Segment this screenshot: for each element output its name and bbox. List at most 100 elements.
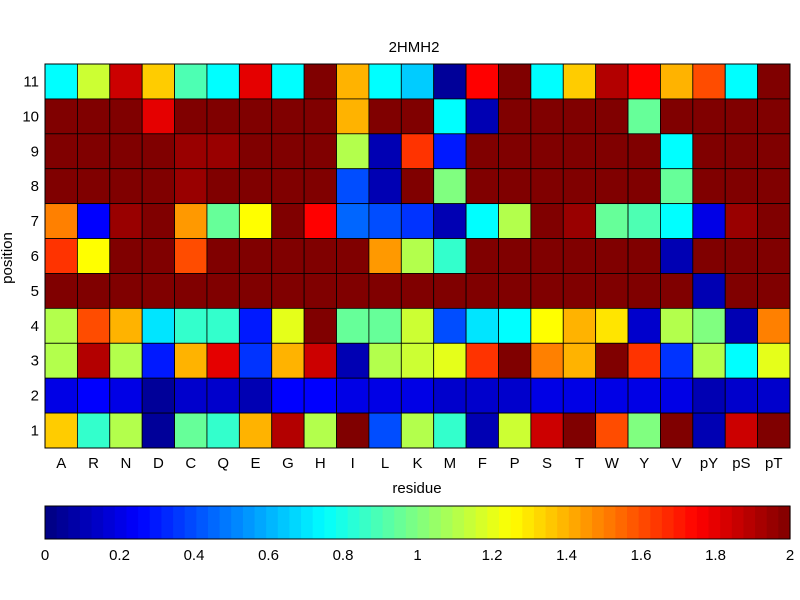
heatmap-cell [498,63,532,100]
heatmap-cell [465,168,499,205]
colorbar-segment [161,506,174,539]
heatmap-cell [206,168,240,205]
heatmap-cell [336,133,370,170]
heatmap-cell [433,168,467,205]
heatmap-cell [368,342,402,379]
heatmap-cell [400,133,435,170]
colorbar-segment [394,506,407,539]
heatmap-cell [271,412,305,449]
colorbar-segment [720,506,733,539]
heatmap-cell [238,273,273,309]
heatmap-cell [336,168,370,205]
heatmap-cell [627,98,661,135]
heatmap-cell [400,307,435,344]
heatmap-cell [206,377,240,414]
heatmap-cell [400,203,435,239]
heatmap-cell [692,203,726,239]
heatmap-cell [303,273,337,309]
x-tick-label: Q [217,455,229,472]
heatmap-cell [174,98,208,135]
heatmap-cell [562,377,597,414]
y-tick-label: 11 [23,73,39,90]
heatmap-cell [627,307,661,344]
heatmap-cell [530,203,564,239]
heatmap-cell [595,203,629,239]
heatmap-cell [724,98,759,135]
heatmap-cell [757,377,791,414]
heatmap-cell [174,133,208,170]
x-tick-label: S [542,455,552,472]
heatmap-cell [368,203,402,239]
heatmap-cell [530,377,564,414]
chart-title: 2HMH2 [389,39,440,56]
heatmap-cell [174,377,208,414]
colorbar-tick-label: 0.2 [109,547,130,564]
heatmap-cell [238,238,273,274]
heatmap-cell [44,168,78,205]
heatmap-cell [141,412,175,449]
heatmap-cell [303,203,337,239]
colorbar-segment [557,506,570,539]
colorbar-tick-label: 0.4 [184,547,205,564]
colorbar-segment [475,506,488,539]
y-tick-label: 8 [31,178,39,195]
heatmap-cell [627,342,661,379]
heatmap-cell [400,98,435,135]
heatmap-cell [433,377,467,414]
colorbar-tick-label: 2 [786,547,794,564]
heatmap-cell [206,133,240,170]
y-tick-labels: 11 10 9 8 7 6 5 4 3 2 1 [22,73,39,439]
heatmap-cell [174,203,208,239]
colorbar-segment [638,506,651,539]
heatmap-cell [562,307,597,344]
colorbar-segment [196,506,209,539]
heatmap-cell [76,412,111,449]
heatmap-cell [368,238,402,274]
heatmap-cell [141,168,175,205]
heatmap-cell [336,63,370,100]
heatmap-cell [562,273,597,309]
heatmap-cell [660,63,694,100]
heatmap-cell [44,342,78,379]
x-tick-label: V [672,455,682,472]
heatmap-cell [400,273,435,309]
x-tick-label: G [282,455,294,472]
colorbar-segment [510,506,523,539]
heatmap-cell [562,342,597,379]
heatmap-cell [595,412,629,449]
x-tick-label: F [478,455,487,472]
heatmap-cell [174,273,208,309]
x-tick-label: P [510,455,520,472]
heatmap-cell [76,307,111,344]
heatmap-cell [141,273,175,309]
heatmap-cell [336,203,370,239]
heatmap-cell [530,168,564,205]
heatmap-cell [465,63,499,100]
heatmap-cell [336,412,370,449]
heatmap-cell [498,203,532,239]
heatmap-cell [498,342,532,379]
colorbar-segment [708,506,721,539]
colorbar-segment [91,506,104,539]
heatmap-cell [174,63,208,100]
heatmap-cell [271,203,305,239]
y-axis-label: position [0,232,16,284]
colorbar-segment [417,506,430,539]
colorbar-segment [370,506,384,539]
heatmap-cell [76,238,111,274]
heatmap-cell [400,63,435,100]
heatmap-cell [109,203,143,239]
colorbar-tick-label: 0.6 [258,547,279,564]
colorbar-segment [580,506,593,539]
heatmap-cell [400,342,435,379]
colorbar-tick-label: 1.4 [556,547,577,564]
heatmap-cell [433,342,467,379]
heatmap-cell [465,273,499,309]
heatmap-cell [498,98,532,135]
colorbar-segment [743,506,756,539]
heatmap-cell [109,63,143,100]
heatmap-cell [238,307,273,344]
heatmap-cell [303,133,337,170]
colorbar-segment [266,506,279,539]
colorbar-segment [755,506,768,539]
